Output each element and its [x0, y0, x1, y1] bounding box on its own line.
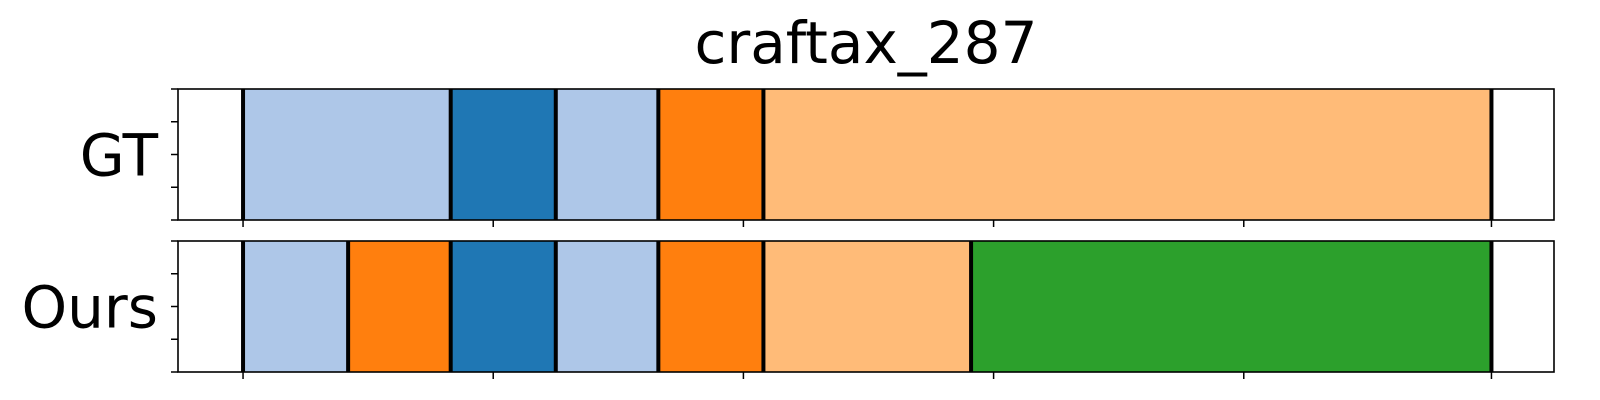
timeline-row-ours: Ours: [22, 240, 1555, 379]
segment-bar: [555, 241, 659, 372]
rows-layer: GT Ours: [22, 88, 1555, 379]
segment-bar: [178, 89, 244, 220]
row-label: GT: [80, 122, 159, 190]
segment-bar: [178, 241, 244, 372]
segment-bar: [243, 241, 349, 372]
segment-bar: [450, 241, 556, 372]
segment-bar: [1491, 241, 1554, 372]
timeline-row-gt: GT: [80, 88, 1555, 227]
segment-bar: [763, 241, 972, 372]
segment-bar: [763, 89, 1492, 220]
segment-bar: [1491, 89, 1554, 220]
segment-bar: [658, 241, 764, 372]
row-label: Ours: [22, 274, 158, 342]
segment-bar: [348, 241, 451, 372]
segment-bar: [971, 241, 1492, 372]
segment-bar: [658, 89, 764, 220]
segment-bar: [555, 89, 659, 220]
segment-bar: [450, 89, 556, 220]
chart-title: craftax_287: [695, 9, 1038, 77]
segment-bar: [243, 89, 451, 220]
